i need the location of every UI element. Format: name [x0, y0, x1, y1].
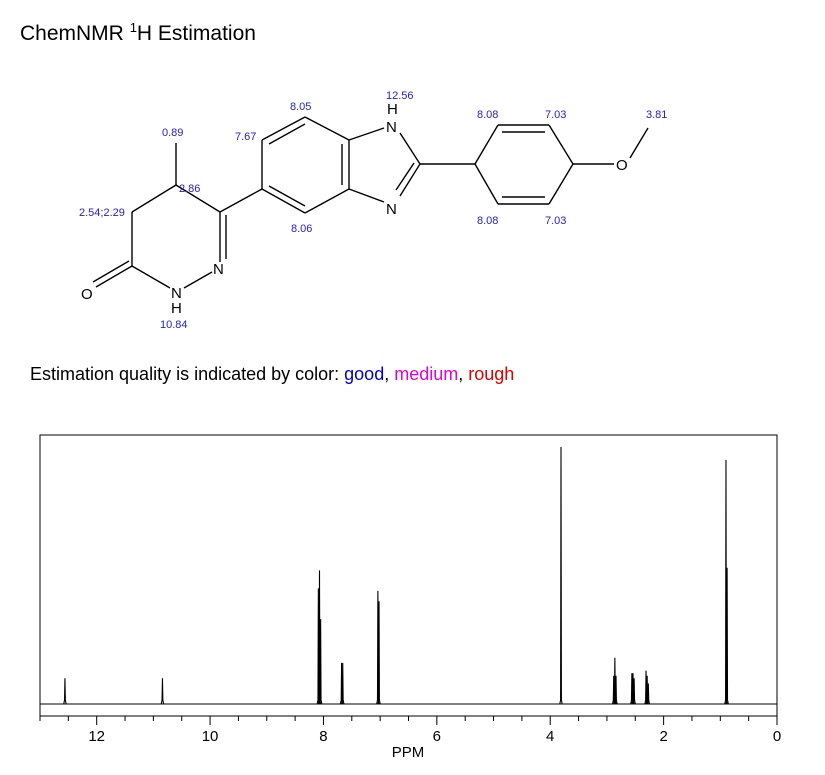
molecule-structure: H N N O N N H O 0.89 2.86 2.54;2.29 10.8… — [79, 90, 667, 331]
x-tick-label: 6 — [433, 728, 441, 745]
quality-sep1: , — [384, 364, 395, 384]
shift-ar-767: 7.67 — [235, 131, 256, 143]
title-superscript: 1 — [129, 20, 137, 35]
shift-ome: 3.81 — [646, 109, 667, 121]
title-prefix: ChemNMR — [20, 22, 130, 45]
atom-n-ring: N — [213, 261, 224, 278]
quality-text: Estimation quality is indicated by color… — [30, 364, 345, 384]
title-suffix: H Estimation — [136, 22, 256, 45]
shift-ph-808-top: 8.08 — [477, 109, 498, 121]
quality-good: good — [344, 364, 385, 384]
shift-ar-806: 8.06 — [291, 223, 312, 235]
spectrum-peak — [318, 619, 323, 705]
spectrum-peak — [559, 446, 563, 705]
spectrum-peak — [160, 678, 165, 705]
quality-medium: medium — [394, 364, 459, 384]
plot-frame — [39, 434, 778, 717]
spectrum-peak — [646, 683, 651, 705]
shift-nh-ring: 10.84 — [160, 319, 188, 331]
spectrum-peak — [614, 675, 618, 705]
quality-rough: rough — [468, 364, 515, 384]
shift-methyl: 0.89 — [162, 127, 183, 139]
spectrum-peak — [377, 601, 381, 705]
atom-nh-ring: N — [171, 285, 182, 302]
quality-sep2: , — [458, 364, 469, 384]
atom-n-top: N — [386, 119, 397, 136]
x-tick-label: 0 — [773, 728, 781, 745]
atom-n-bottom: N — [386, 201, 397, 218]
x-tick-label: 8 — [319, 728, 327, 745]
shift-ch: 2.86 — [179, 183, 200, 195]
shift-ch2: 2.54;2.29 — [79, 207, 125, 219]
shift-nh-benz: 12.56 — [386, 90, 414, 102]
x-tick-label: 10 — [202, 728, 219, 745]
shift-ar-805: 8.05 — [290, 101, 311, 113]
page-title: ChemNMR 1H Estimation — [20, 20, 256, 46]
spectrum-peak — [340, 662, 345, 705]
atom-o-methoxy: O — [616, 157, 628, 174]
shift-ph-808-bottom: 8.08 — [477, 215, 498, 227]
quality-legend: Estimation quality is indicated by color… — [30, 364, 514, 385]
shift-ph-703-bottom: 7.03 — [545, 215, 566, 227]
shift-ph-703-top: 7.03 — [545, 109, 566, 121]
spectrum-peak — [725, 567, 729, 705]
spectrum-peak — [632, 678, 636, 705]
x-axis-label: PPM — [392, 744, 425, 761]
x-tick-label: 12 — [88, 728, 105, 745]
x-tick-label: 2 — [659, 728, 667, 745]
atom-o-carbonyl: O — [81, 286, 93, 303]
x-tick-label: 4 — [546, 728, 554, 745]
atom-h-ring: H — [171, 300, 182, 317]
atom-h-top: H — [387, 101, 398, 118]
spectrum-peak — [63, 678, 67, 705]
